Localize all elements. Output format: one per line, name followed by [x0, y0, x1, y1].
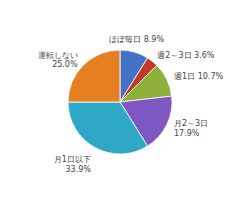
slice-label: 週2～3日 3.6%	[157, 51, 214, 60]
slice-label-line: 運転しない	[38, 51, 78, 60]
slice-label: 月1日以下33.9%	[54, 155, 91, 174]
slice-label-line: 17.9%	[174, 129, 200, 138]
slice-label-line: 月1日以下	[54, 155, 91, 164]
slice-label: 週1日 10.7%	[174, 72, 223, 81]
slice	[120, 65, 172, 102]
slice-label: ほぼ毎日 8.9%	[109, 35, 164, 44]
chart: ほぼ毎日 8.9% 週2～3日 3.6% 週1日 10.7% 月2～3日17.9% 月1…	[0, 0, 240, 199]
slice-label-line: 25.0%	[52, 60, 78, 69]
slice-label: 月2～3日17.9%	[174, 119, 208, 138]
slice-label-line: 33.9%	[66, 165, 92, 174]
slice	[68, 102, 148, 154]
labels: ほぼ毎日 8.9% 週2～3日 3.6% 週1日 10.7% 月2～3日17.9% 月1…	[38, 35, 224, 174]
slice-label-line: ほぼ毎日 8.9%	[109, 35, 164, 44]
slice-label-line: 週2～3日 3.6%	[157, 51, 214, 60]
slice-label-line: 週1日 10.7%	[174, 72, 223, 81]
pie	[68, 50, 172, 154]
slice-label-line: 月2～3日	[174, 119, 208, 128]
slice-label: 運転しない25.0%	[38, 51, 78, 70]
